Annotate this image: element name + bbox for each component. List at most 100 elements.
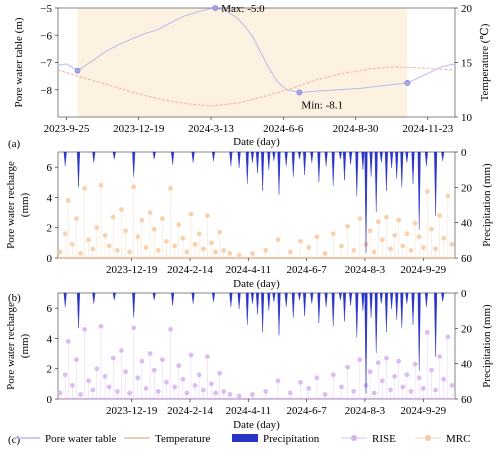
recharge-point — [139, 358, 145, 364]
precipitation-bar — [405, 292, 409, 304]
recharge-point — [119, 207, 124, 212]
recharge-point — [78, 392, 83, 397]
precipitation-bar — [369, 292, 373, 318]
precipitation-bar — [211, 151, 216, 161]
y-tick-label: −7 — [40, 58, 52, 70]
legend-label: RISE — [372, 433, 396, 445]
precipitation-bar — [338, 292, 342, 301]
x-tick-label: 2023-9-25 — [44, 123, 90, 135]
recharge-point — [143, 245, 149, 250]
precipitation-bar — [374, 151, 378, 213]
series-line-2 — [57, 66, 456, 107]
recharge-point — [298, 238, 303, 244]
annotation-min: Min: -8.1 — [301, 99, 343, 111]
recharge-point — [172, 243, 178, 249]
recharge-point — [437, 213, 443, 219]
precipitation-bar — [191, 292, 195, 304]
y2-tick-label: 20 — [461, 323, 473, 335]
recharge-point — [250, 392, 255, 397]
precipitation-bar — [390, 292, 394, 309]
recharge-point — [339, 243, 344, 249]
panel-label: (a) — [8, 138, 21, 150]
precipitation-bar — [261, 151, 265, 191]
recharge-point — [298, 379, 303, 385]
recharge-point — [396, 358, 402, 364]
recharge-point — [188, 352, 194, 358]
recharge-point — [135, 234, 141, 240]
recharge-point — [412, 220, 418, 226]
recharge-point — [196, 231, 202, 237]
recharge-point — [172, 384, 178, 390]
precipitation-bar — [384, 292, 388, 332]
recharge-point — [213, 249, 218, 255]
recharge-point — [86, 237, 92, 243]
precipitation-bar — [76, 292, 81, 329]
shaded-period — [77, 8, 408, 117]
precipitation-bar — [272, 292, 276, 302]
precipitation-bar — [349, 151, 353, 165]
recharge-point — [168, 326, 173, 332]
recharge-point — [139, 217, 145, 223]
recharge-point — [392, 373, 398, 379]
panel-a: Max: -5.0 Min: -8.1 −5 −6 −7 −8 20 15 10 2023-9-2… — [8, 3, 491, 150]
recharge-point — [98, 182, 104, 188]
precipitation-bar — [400, 151, 404, 188]
recharge-point — [351, 389, 357, 394]
recharge-point — [62, 372, 68, 378]
recharge-point — [106, 384, 112, 390]
recharge-point — [180, 235, 186, 241]
x-tick-label: 2024-6-7 — [286, 405, 327, 417]
recharge-point — [176, 222, 182, 228]
recharge-point — [176, 363, 182, 369]
recharge-point — [74, 357, 79, 363]
legend-item-mrc: MRC — [415, 433, 470, 445]
recharge-point — [396, 217, 402, 223]
legend-label: Temperature — [155, 433, 211, 445]
legend-swatch — [425, 435, 431, 441]
recharge-point — [287, 390, 293, 396]
recharge-point — [322, 392, 328, 397]
precipitation-bar — [229, 151, 233, 167]
extreme-marker — [404, 80, 411, 86]
recharge-point — [263, 248, 269, 253]
recharge-point — [441, 235, 447, 241]
x-tick-label: 2024-9-29 — [400, 405, 446, 417]
x-tick-label: 2024-8-3 — [345, 405, 386, 417]
precipitation-bar — [277, 151, 281, 195]
recharge-point — [131, 325, 137, 331]
recharge-point — [204, 354, 210, 359]
y2-tick-label: 20 — [461, 3, 473, 15]
precipitation-bar — [364, 151, 368, 253]
y-tick-label: 6 — [47, 162, 53, 174]
precipitation-bar — [361, 151, 365, 170]
legend-label: MRC — [446, 433, 470, 445]
recharge-point — [188, 211, 194, 217]
recharge-point — [82, 326, 88, 332]
legend-item-rise: RISE — [341, 433, 396, 445]
x-tick-label: 2023-12-19 — [106, 264, 158, 276]
precipitation-bar — [291, 292, 295, 318]
precipitation-bar — [132, 151, 136, 177]
precipitation-bar — [361, 292, 365, 311]
panel-label: (b) — [8, 292, 21, 304]
precipitation-bar — [390, 151, 394, 168]
precipitation-bar — [379, 151, 383, 163]
recharge-point — [65, 198, 71, 203]
recharge-point — [94, 225, 100, 231]
recharge-point — [86, 378, 92, 384]
recharge-point — [135, 375, 141, 381]
recharge-point — [209, 381, 214, 387]
recharge-point — [236, 393, 242, 399]
recharge-point — [164, 379, 169, 385]
extreme-marker — [296, 89, 303, 96]
recharge-point — [400, 243, 406, 249]
precipitation-bar — [411, 151, 415, 184]
x-tick-label: 2024-8-3 — [345, 264, 386, 276]
precipitation-bar — [229, 292, 233, 308]
precipitation-bar — [310, 151, 314, 163]
y2-tick-label: 0 — [461, 147, 467, 159]
precipitation-bar — [384, 151, 388, 191]
recharge-point — [57, 390, 63, 396]
recharge-point — [155, 248, 161, 253]
recharge-point — [221, 389, 227, 394]
